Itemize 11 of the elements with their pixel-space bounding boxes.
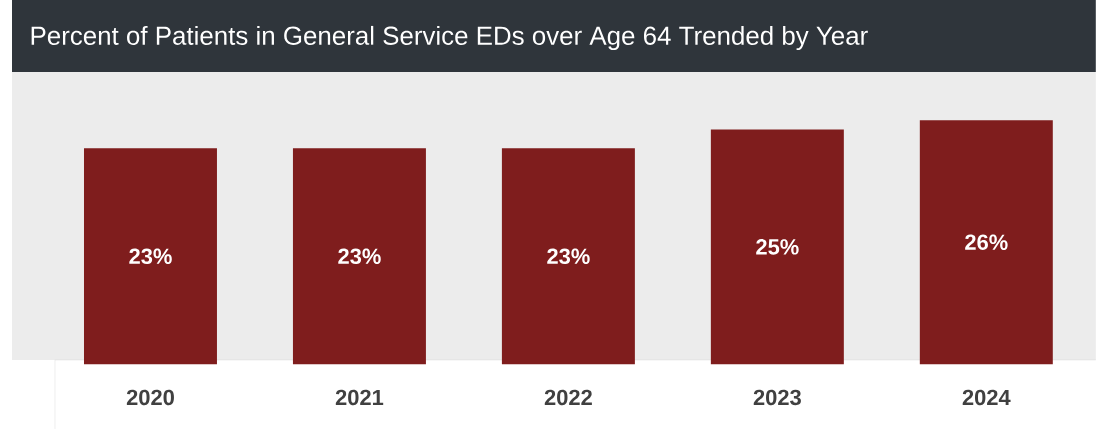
data-label: 23% xyxy=(129,248,172,264)
data-label: 26% xyxy=(965,234,1008,250)
chart-title: Percent of Patients in General Service EDs over Age 64 Trended by Year xyxy=(31,25,868,51)
x-tick-label: 2022 xyxy=(544,389,592,406)
data-label: 23% xyxy=(338,248,381,264)
x-tick-label: 2020 xyxy=(126,389,174,406)
data-label: 25% xyxy=(756,239,799,255)
x-tick-label: 2024 xyxy=(962,389,1011,406)
data-label: 23% xyxy=(547,248,590,264)
x-tick-label: 2021 xyxy=(335,389,384,406)
x-tick-label: 2023 xyxy=(753,389,801,406)
